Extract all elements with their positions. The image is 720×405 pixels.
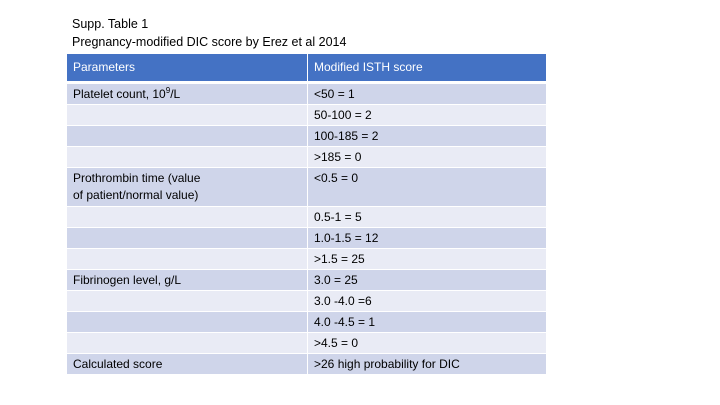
superscript: 9 bbox=[165, 86, 171, 95]
score-cell: >4.5 = 0 bbox=[307, 332, 547, 354]
param-cell: Platelet count, 109/L bbox=[66, 82, 308, 105]
table-row: 3.0 -4.0 =6 bbox=[66, 290, 547, 312]
table-row: Prothrombin time (value of patient/normal… bbox=[66, 167, 547, 207]
dic-score-table: Parameters Modified ISTH score Platelet … bbox=[66, 53, 547, 375]
table-row: Fibrinogen level, g/L 3.0 = 25 bbox=[66, 269, 547, 291]
table-row: 50-100 = 2 bbox=[66, 104, 547, 126]
param-cell bbox=[66, 104, 308, 126]
score-cell: 0.5-1 = 5 bbox=[307, 206, 547, 228]
header-score: Modified ISTH score bbox=[307, 53, 547, 84]
score-cell: 3.0 = 25 bbox=[307, 269, 547, 291]
param-cell bbox=[66, 332, 308, 354]
score-cell: >1.5 = 25 bbox=[307, 248, 547, 270]
score-cell: 50-100 = 2 bbox=[307, 104, 547, 126]
score-cell: >185 = 0 bbox=[307, 146, 547, 168]
param-cell: Calculated score bbox=[66, 353, 308, 375]
param-cell bbox=[66, 146, 308, 168]
param-cell bbox=[66, 227, 308, 249]
table-row: Platelet count, 109/L <50 = 1 bbox=[66, 82, 547, 105]
table-header-row: Parameters Modified ISTH score bbox=[66, 53, 547, 84]
param-cell bbox=[66, 206, 308, 228]
caption-title: Pregnancy-modified DIC score by Erez et … bbox=[72, 35, 347, 49]
param-cell: Fibrinogen level, g/L bbox=[66, 269, 308, 291]
score-cell: >26 high probability for DIC bbox=[307, 353, 547, 375]
score-cell: 4.0 -4.5 = 1 bbox=[307, 311, 547, 333]
table-row: 100-185 = 2 bbox=[66, 125, 547, 147]
param-cell bbox=[66, 311, 308, 333]
table-row: 1.0-1.5 = 12 bbox=[66, 227, 547, 249]
score-cell: <0.5 = 0 bbox=[307, 167, 547, 207]
param-cell: Prothrombin time (value of patient/normal… bbox=[66, 167, 308, 207]
score-cell: <50 = 1 bbox=[307, 82, 547, 105]
table-row: >4.5 = 0 bbox=[66, 332, 547, 354]
header-parameters: Parameters bbox=[66, 53, 308, 84]
score-cell: 3.0 -4.0 =6 bbox=[307, 290, 547, 312]
table-row: >1.5 = 25 bbox=[66, 248, 547, 270]
caption-label: Supp. Table 1 bbox=[72, 17, 149, 31]
table-caption: Supp. Table 1 Pregnancy-modified DIC sco… bbox=[72, 15, 346, 51]
param-cell bbox=[66, 248, 308, 270]
table-row: Calculated score >26 high probability fo… bbox=[66, 353, 547, 375]
table-row: >185 = 0 bbox=[66, 146, 547, 168]
param-cell bbox=[66, 290, 308, 312]
table-row: 0.5-1 = 5 bbox=[66, 206, 547, 228]
table-row: 4.0 -4.5 = 1 bbox=[66, 311, 547, 333]
score-cell: 1.0-1.5 = 12 bbox=[307, 227, 547, 249]
score-cell: 100-185 = 2 bbox=[307, 125, 547, 147]
param-cell bbox=[66, 125, 308, 147]
